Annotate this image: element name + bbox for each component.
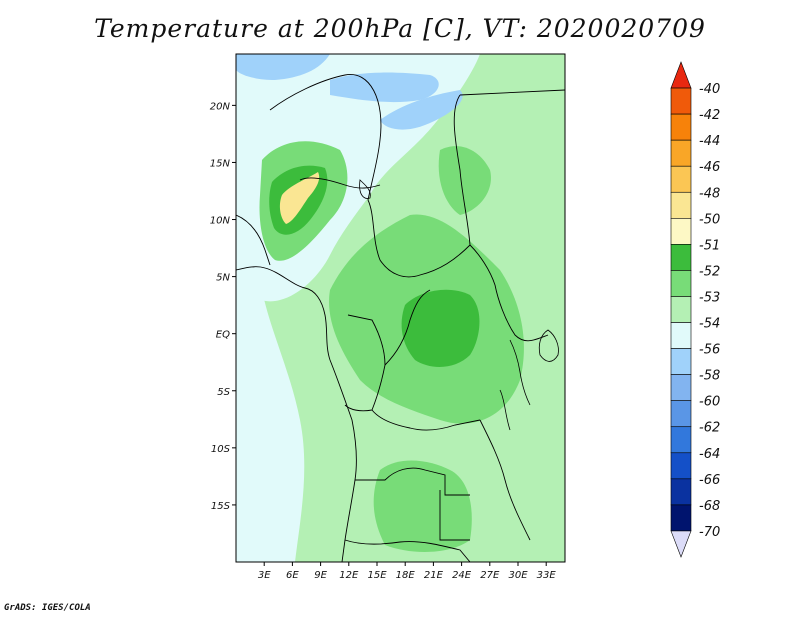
country-borders: [236, 74, 565, 562]
colorbar-swatch: [670, 218, 692, 245]
colorbar-swatch: [670, 426, 692, 454]
lat-tick-label: 15S: [211, 501, 231, 512]
colorbar-swatch: [670, 504, 692, 532]
colorbar-swatch: [670, 452, 692, 480]
colorbar-label: -44: [699, 134, 720, 149]
lon-tick-label: 33E: [537, 570, 557, 581]
colorbar: -40 -42 -44 -46 -48 -50 -51 -52 -53 -54 -56 -58 -60 -…: [670, 61, 720, 558]
colorbar-label: -52: [699, 264, 720, 279]
colorbar-label: -42: [699, 108, 720, 123]
field-band-m53-east: [438, 146, 491, 215]
colorbar-swatch: [670, 191, 692, 219]
lat-tick-label: 15N: [210, 158, 231, 169]
lat-tick-label: 5S: [217, 387, 230, 398]
field-band-m51-core: [279, 172, 320, 224]
lakes: [359, 179, 559, 431]
lon-tick-label: 3E: [258, 570, 271, 581]
temperature-field: [236, 54, 565, 562]
colorbar-label: -50: [699, 212, 720, 227]
colorbar-label: -46: [699, 160, 720, 175]
lat-tick-label: 10S: [211, 444, 231, 455]
colorbar-label: -48: [699, 186, 720, 201]
longitude-axis: 3E 6E 9E 12E 15E 18E 21E 24E 27E 30E 33E: [258, 562, 557, 581]
colorbar-label: -60: [699, 395, 720, 410]
lon-tick-label: 24E: [452, 570, 472, 581]
colorbar-swatch: [670, 296, 692, 323]
lon-tick-label: 15E: [367, 570, 387, 581]
lat-tick-label: 10N: [210, 216, 231, 227]
field-band-m58-strip: [380, 90, 463, 130]
colorbar-swatch: [670, 165, 692, 193]
colorbar-label: -54: [699, 317, 720, 332]
lon-tick-label: 12E: [339, 570, 359, 581]
colorbar-swatch: [670, 322, 692, 349]
field-band-m53-south: [373, 460, 472, 552]
colorbar-swatch: [670, 113, 692, 141]
colorbar-label: -58: [699, 369, 720, 384]
grads-credit: GrADS: IGES/COLA: [4, 603, 91, 613]
map-frame: [235, 53, 566, 563]
colorbar-swatch: [670, 400, 692, 428]
lon-tick-label: 9E: [314, 570, 327, 581]
colorbar-label: -56: [699, 343, 720, 358]
field-band-m58-north: [330, 72, 439, 103]
colorbar-label: -53: [699, 290, 720, 305]
colorbar-swatch: [670, 139, 692, 167]
lon-tick-label: 6E: [286, 570, 299, 581]
colorbar-swatch: [670, 244, 692, 271]
chart-title: Temperature at 200hPa [C], VT: 202002070…: [94, 14, 706, 43]
colorbar-top-arrow: [670, 61, 692, 89]
colorbar-swatch: [670, 374, 692, 401]
lat-tick-label: 20N: [210, 101, 231, 112]
lon-tick-label: 27E: [480, 570, 500, 581]
colorbar-swatch: [670, 270, 692, 297]
field-band-m58-nw: [236, 54, 330, 80]
lon-tick-label: 30E: [508, 570, 528, 581]
lon-tick-label: 18E: [396, 570, 416, 581]
colorbar-label: -40: [699, 82, 720, 97]
colorbar-label: -62: [699, 421, 720, 436]
colorbar-swatch: [670, 348, 692, 375]
colorbar-label: -68: [699, 499, 720, 514]
colorbar-label: -64: [699, 447, 720, 462]
colorbar-bottom-arrow: [670, 530, 692, 558]
lat-tick-label: 5N: [216, 273, 230, 284]
field-band-m52-central: [401, 289, 480, 367]
lon-tick-label: 21E: [424, 570, 444, 581]
colorbar-swatch: [670, 87, 692, 115]
colorbar-label: -66: [699, 473, 720, 488]
latitude-axis: 20N 15N 10N 5N EQ 5S 10S 15S: [210, 101, 236, 512]
colorbar-label: -51: [699, 238, 720, 253]
colorbar-swatch: [670, 478, 692, 506]
colorbar-label: -70: [699, 525, 720, 540]
lat-tick-label: EQ: [216, 330, 230, 341]
